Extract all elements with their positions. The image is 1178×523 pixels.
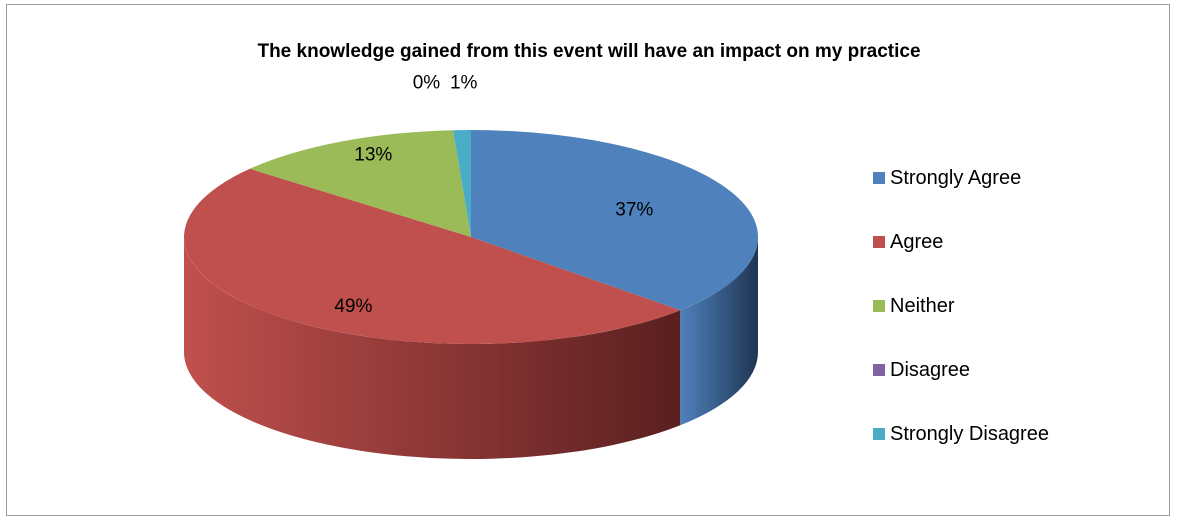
legend-label-disagree: Disagree [890,359,970,382]
data-label-neither: 13% [354,145,392,166]
legend-label-neither: Neither [890,295,954,318]
legend-item-agree: Agree [873,226,1049,258]
legend-swatch-strongly-disagree [873,428,885,440]
legend-swatch-disagree [873,364,885,376]
data-label-strongly-agree: 37% [615,200,653,221]
data-label-strongly-disagree: 1% [450,72,478,93]
legend-swatch-agree [873,236,885,248]
legend-item-disagree: Disagree [873,354,1049,386]
chart-legend: Strongly Agree Agree Neither Disagree Strong… [873,162,1049,482]
legend-item-neither: Neither [873,290,1049,322]
legend-item-strongly-agree: Strongly Agree [873,162,1049,194]
chart-frame: The knowledge gained from this event wil… [6,4,1170,516]
legend-swatch-strongly-agree [873,172,885,184]
legend-label-strongly-disagree: Strongly Disagree [890,423,1049,446]
data-label-agree: 49% [334,296,372,317]
legend-label-strongly-agree: Strongly Agree [890,167,1021,190]
legend-item-strongly-disagree: Strongly Disagree [873,418,1049,450]
legend-swatch-neither [873,300,885,312]
legend-label-agree: Agree [890,231,943,254]
data-label-disagree: 0% [413,73,441,94]
